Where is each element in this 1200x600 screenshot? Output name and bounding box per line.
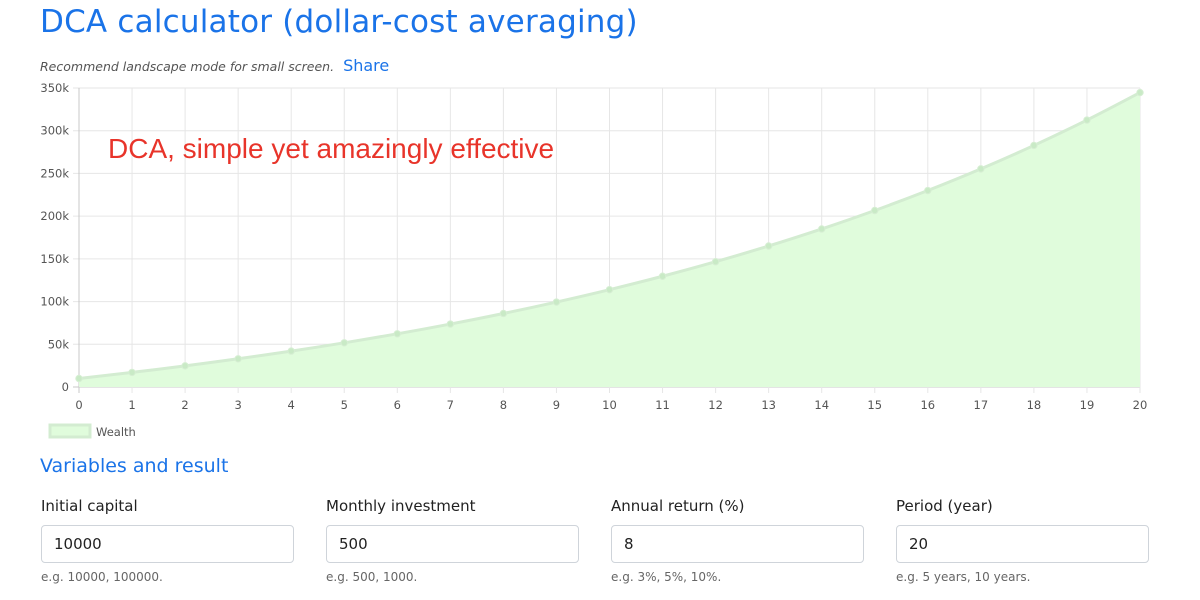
x-tick-label: 16 xyxy=(920,398,935,412)
y-tick-label: 50k xyxy=(48,337,70,351)
period-help: e.g. 5 years, 10 years. xyxy=(896,570,1031,584)
share-link[interactable]: Share xyxy=(343,56,390,75)
x-tick-label: 17 xyxy=(974,398,989,412)
period-field: Period (year) e.g. 5 years, 10 years. xyxy=(896,497,1149,584)
x-tick-label: 7 xyxy=(447,398,454,412)
initial-capital-help: e.g. 10000, 100000. xyxy=(41,570,163,584)
wealth-data-point xyxy=(552,298,561,306)
monthly-investment-help: e.g. 500, 1000. xyxy=(326,570,418,584)
wealth-data-point xyxy=(658,272,667,280)
x-tick-label: 12 xyxy=(708,398,723,412)
landscape-hint: Recommend landscape mode for small scree… xyxy=(40,59,335,74)
monthly-investment-label: Monthly investment xyxy=(326,497,476,515)
period-input[interactable] xyxy=(896,525,1149,563)
x-tick-label: 20 xyxy=(1133,398,1148,412)
legend-label: Wealth xyxy=(96,425,136,439)
wealth-data-point xyxy=(75,374,83,383)
x-tick-label: 9 xyxy=(553,398,560,412)
wealth-data-point xyxy=(128,368,136,377)
wealth-data-point xyxy=(764,242,773,250)
annual-return-label: Annual return (%) xyxy=(611,497,745,515)
x-tick-label: 10 xyxy=(602,398,617,412)
initial-capital-field: Initial capital e.g. 10000, 100000. xyxy=(41,497,294,584)
x-tick-label: 19 xyxy=(1080,398,1095,412)
wealth-data-point xyxy=(871,206,879,215)
x-tick-label: 3 xyxy=(234,398,241,412)
wealth-data-point xyxy=(605,285,614,294)
variables-section-title: Variables and result xyxy=(40,455,229,477)
x-tick-label: 14 xyxy=(814,398,829,412)
monthly-investment-input[interactable] xyxy=(326,525,579,563)
annual-return-field: Annual return (%) e.g. 3%, 5%, 10%. xyxy=(611,497,864,584)
chart-annotation: DCA, simple yet amazingly effective xyxy=(108,133,554,164)
wealth-data-point xyxy=(499,309,508,318)
wealth-data-point xyxy=(1083,116,1091,124)
x-tick-label: 11 xyxy=(655,398,670,412)
x-tick-label: 18 xyxy=(1027,398,1042,412)
x-tick-label: 0 xyxy=(75,398,82,412)
initial-capital-input[interactable] xyxy=(41,525,294,563)
wealth-data-point xyxy=(711,258,720,266)
y-tick-label: 300k xyxy=(40,124,69,138)
x-tick-label: 5 xyxy=(341,398,348,412)
wealth-data-point xyxy=(1136,88,1144,97)
wealth-data-point xyxy=(287,347,295,355)
wealth-data-point xyxy=(924,186,932,195)
wealth-data-point xyxy=(340,339,348,347)
x-tick-label: 15 xyxy=(867,398,882,412)
wealth-data-point xyxy=(977,165,985,173)
x-tick-label: 6 xyxy=(394,398,401,412)
x-tick-label: 13 xyxy=(761,398,776,412)
wealth-area-fill xyxy=(79,92,1140,387)
x-tick-label: 2 xyxy=(181,398,188,412)
wealth-data-point xyxy=(393,330,401,338)
wealth-data-point xyxy=(818,225,826,233)
y-tick-label: 150k xyxy=(40,252,69,266)
wealth-data-point xyxy=(234,355,242,363)
annual-return-input[interactable] xyxy=(611,525,864,563)
y-tick-label: 0 xyxy=(62,380,69,394)
y-tick-label: 200k xyxy=(40,209,69,223)
wealth-data-point xyxy=(446,320,455,328)
wealth-data-point xyxy=(181,362,189,370)
wealth-data-point xyxy=(1030,141,1038,150)
initial-capital-label: Initial capital xyxy=(41,497,138,515)
page-title: DCA calculator (dollar-cost averaging) xyxy=(40,4,638,40)
x-tick-label: 8 xyxy=(500,398,507,412)
y-tick-label: 250k xyxy=(40,166,69,180)
y-tick-label: 100k xyxy=(40,295,69,309)
period-label: Period (year) xyxy=(896,497,993,515)
annual-return-help: e.g. 3%, 5%, 10%. xyxy=(611,570,722,584)
legend-swatch xyxy=(48,423,92,439)
y-tick-label: 350k xyxy=(40,81,69,95)
x-tick-label: 4 xyxy=(288,398,295,412)
subtitle-row: Recommend landscape mode for small scree… xyxy=(40,56,389,75)
monthly-investment-field: Monthly investment e.g. 500, 1000. xyxy=(326,497,579,584)
x-tick-label: 1 xyxy=(128,398,135,412)
